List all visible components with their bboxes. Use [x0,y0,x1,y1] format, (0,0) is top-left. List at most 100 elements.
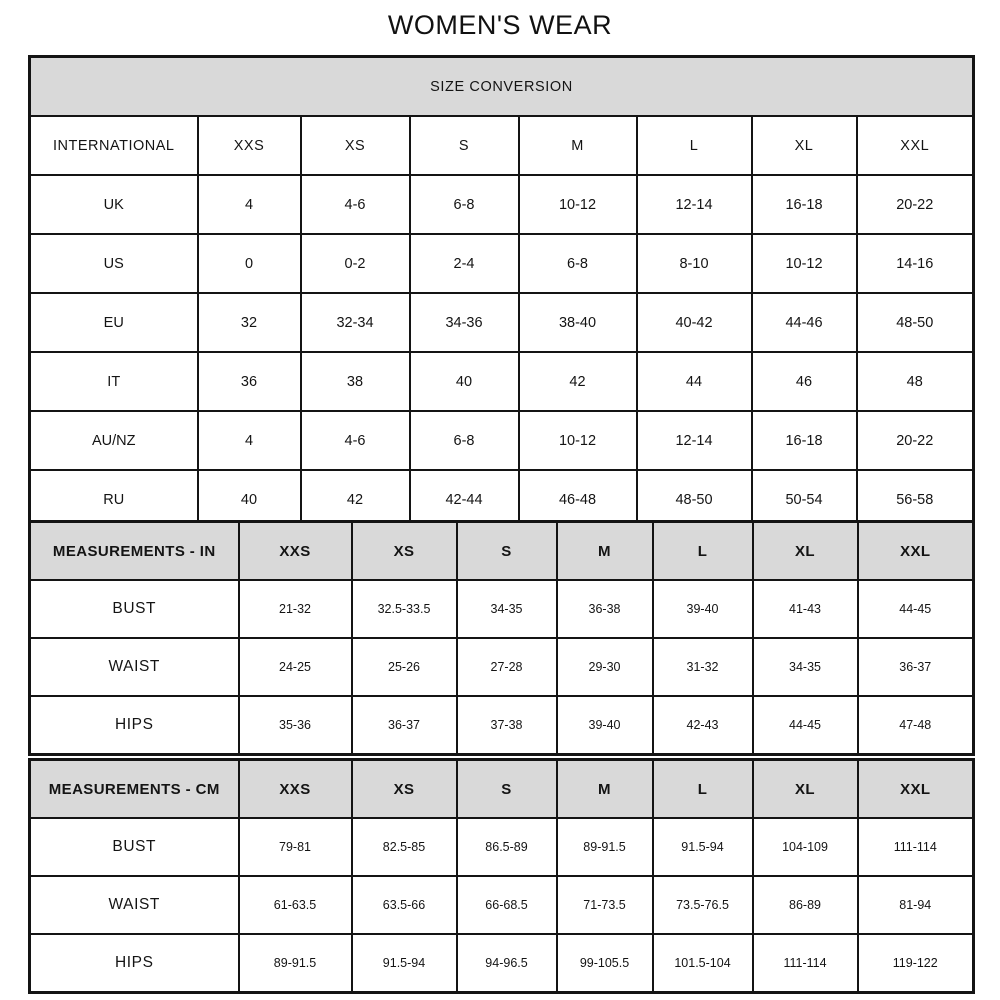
table-row: BUST 79-81 82.5-85 86.5-89 89-91.5 91.5-… [28,817,975,877]
table-cell: 48 [855,351,975,412]
column-header-xl: XL [750,115,858,176]
column-header-measurements-cm: MEASUREMENTS - CM [28,758,240,819]
table-cell: 37-38 [455,695,558,756]
column-header-m: M [517,115,638,176]
table-row: HIPS 89-91.5 91.5-94 94-96.5 99-105.5 10… [28,933,975,994]
table-cell: 89-91.5 [237,933,353,994]
table-row: IT 36 38 40 42 44 46 48 [28,351,975,412]
table-cell: 42 [517,351,638,412]
table-cell: 36 [196,351,302,412]
table-cell: 111-114 [751,933,859,994]
table-cell: 91.5-94 [350,933,458,994]
table-cell: 20-22 [855,410,975,471]
table-cell: 12-14 [635,410,753,471]
table-cell: 16-18 [750,410,858,471]
table-row: UK 4 4-6 6-8 10-12 12-14 16-18 20-22 [28,174,975,235]
row-label: HIPS [28,695,240,756]
table-cell: 0 [196,233,302,294]
column-header-s: S [455,758,558,819]
table-cell: 73.5-76.5 [651,875,754,935]
table-cell: 34-36 [408,292,520,353]
table-cell: 8-10 [635,233,753,294]
column-header-l: L [635,115,753,176]
table-cell: 104-109 [751,817,859,877]
table-cell: 41-43 [751,579,859,639]
table-cell: 20-22 [855,174,975,235]
table-cell: 38-40 [517,292,638,353]
table-cell: 16-18 [750,174,858,235]
table-cell: 10-12 [517,410,638,471]
table-cell: 36-37 [350,695,458,756]
column-header-international: INTERNATIONAL [28,115,199,176]
table-cell: 44-45 [856,579,975,639]
row-label: WAIST [28,875,240,935]
column-header-xs: XS [350,758,458,819]
table-cell: 79-81 [237,817,353,877]
table-cell: 4-6 [299,410,411,471]
table-cell: 86.5-89 [455,817,558,877]
measurements-cm-table: MEASUREMENTS - CM XXS XS S M L XL XXL BU… [28,758,975,994]
table-cell: 40-42 [635,292,753,353]
table-cell: 99-105.5 [555,933,654,994]
measurements-in-table: MEASUREMENTS - IN XXS XS S M L XL XXL BU… [28,520,975,756]
size-conversion-table: SIZE CONVERSION INTERNATIONAL XXS XS S M… [28,55,975,531]
column-header-xxl: XXL [855,115,975,176]
table-cell: 10-12 [750,233,858,294]
table-row: WAIST 61-63.5 63.5-66 66-68.5 71-73.5 73… [28,875,975,935]
column-header-s: S [455,520,558,581]
column-header-xl: XL [751,758,859,819]
table-cell: 29-30 [555,637,654,697]
column-header-s: S [408,115,520,176]
column-header-xs: XS [299,115,411,176]
size-conversion-banner: SIZE CONVERSION [28,55,975,117]
row-label: IT [28,351,199,412]
table-cell: 111-114 [856,817,975,877]
table-cell: 32-34 [299,292,411,353]
table-cell: 21-32 [237,579,353,639]
table-cell: 4 [196,410,302,471]
table-cell: 48-50 [855,292,975,353]
row-label: UK [28,174,199,235]
column-header-xxs: XXS [237,520,353,581]
table-cell: 32 [196,292,302,353]
table-cell: 35-36 [237,695,353,756]
row-label: BUST [28,579,240,639]
table-cell: 44 [635,351,753,412]
table-cell: 32.5-33.5 [350,579,458,639]
table-cell: 89-91.5 [555,817,654,877]
table-row: AU/NZ 4 4-6 6-8 10-12 12-14 16-18 20-22 [28,410,975,471]
table-cell: 91.5-94 [651,817,754,877]
table-cell: 63.5-66 [350,875,458,935]
table-cell: 101.5-104 [651,933,754,994]
table-row: HIPS 35-36 36-37 37-38 39-40 42-43 44-45… [28,695,975,756]
column-header-l: L [651,520,754,581]
table-cell: 6-8 [517,233,638,294]
page-title: WOMEN'S WEAR [387,10,613,40]
table-cell: 44-45 [751,695,859,756]
table-cell: 0-2 [299,233,411,294]
row-label: BUST [28,817,240,877]
table-cell: 10-12 [517,174,638,235]
table-cell: 4-6 [299,174,411,235]
table-row: EU 32 32-34 34-36 38-40 40-42 44-46 48-5… [28,292,975,353]
table-cell: 39-40 [651,579,754,639]
table-cell: 94-96.5 [455,933,558,994]
table-cell: 25-26 [350,637,458,697]
column-header-xxl: XXL [856,758,975,819]
size-conversion-header-row: INTERNATIONAL XXS XS S M L XL XXL [28,115,975,176]
column-header-xs: XS [350,520,458,581]
table-cell: 82.5-85 [350,817,458,877]
table-row: WAIST 24-25 25-26 27-28 29-30 31-32 34-3… [28,637,975,697]
table-cell: 24-25 [237,637,353,697]
column-header-l: L [651,758,754,819]
table-cell: 42-43 [651,695,754,756]
measurements-cm-body: MEASUREMENTS - CM XXS XS S M L XL XXL BU… [28,758,975,994]
table-cell: 34-35 [455,579,558,639]
table-cell: 6-8 [408,174,520,235]
table-cell: 44-46 [750,292,858,353]
column-header-m: M [555,758,654,819]
table-cell: 86-89 [751,875,859,935]
column-header-m: M [555,520,654,581]
table-cell: 34-35 [751,637,859,697]
column-header-measurements-in: MEASUREMENTS - IN [28,520,240,581]
